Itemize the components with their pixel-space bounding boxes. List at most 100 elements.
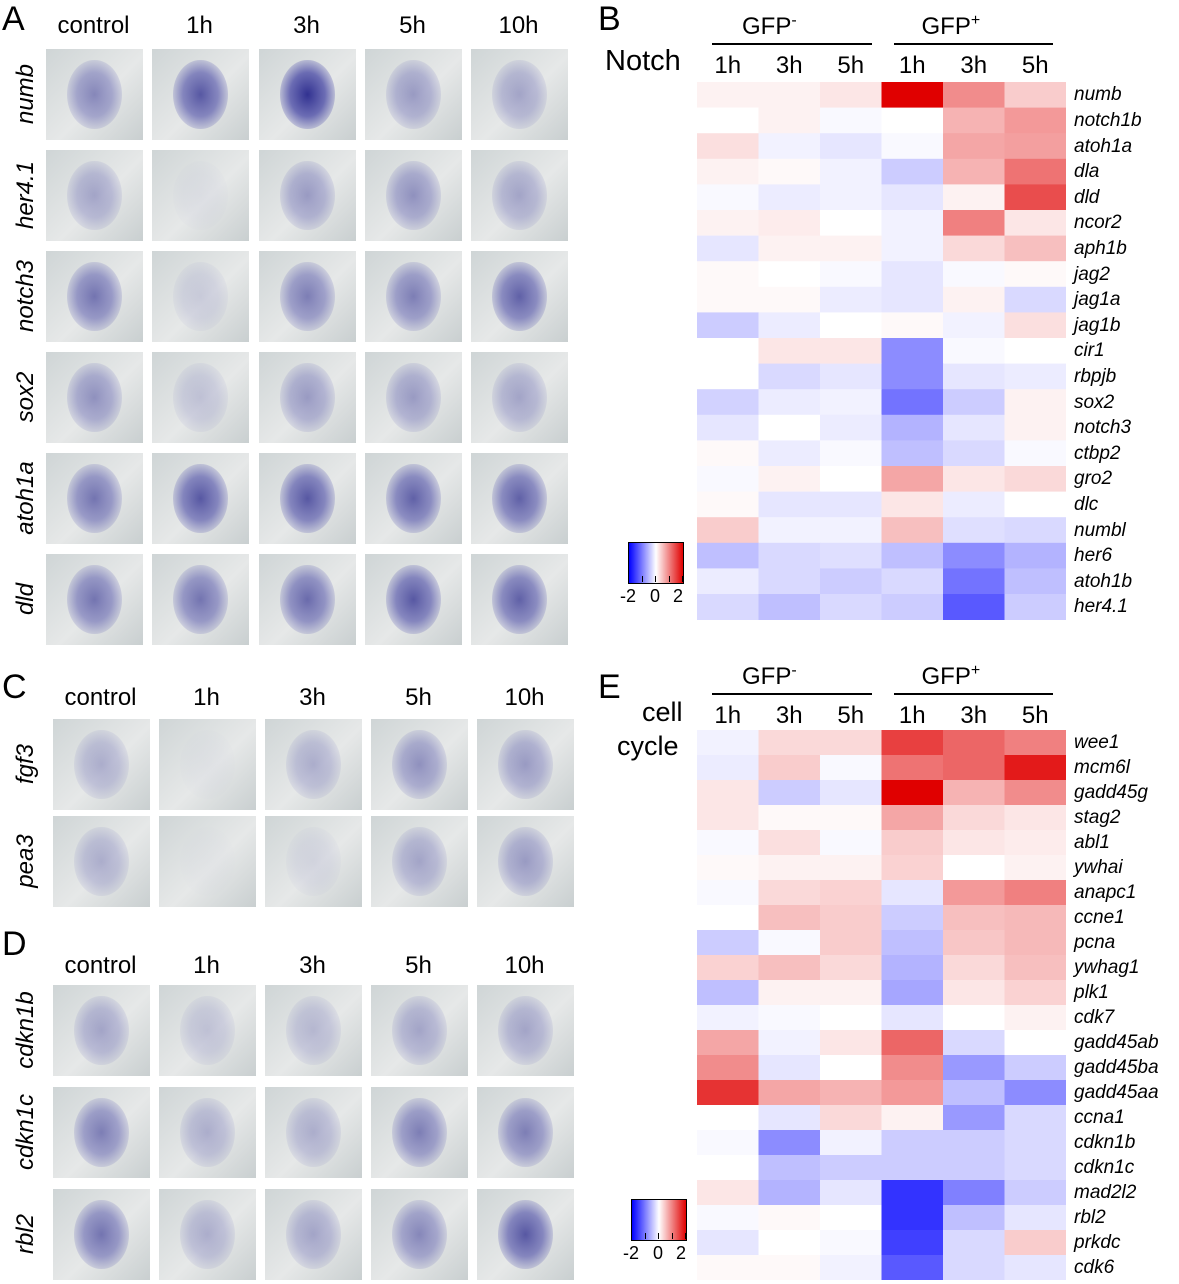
heatmap-cell	[1004, 286, 1066, 313]
row-title: cell	[642, 697, 683, 727]
heatmap-cell	[697, 363, 759, 390]
column-header-a: 10h	[498, 12, 539, 39]
heatmap-cell	[758, 955, 821, 981]
gene-label: cdk6	[1074, 1257, 1115, 1278]
heatmap-cell	[1004, 312, 1066, 339]
legend-tick	[685, 1233, 686, 1239]
heatmap-cell	[943, 955, 1005, 981]
heatmap-cell	[943, 1180, 1005, 1206]
gene-label: ctbp2	[1074, 442, 1121, 464]
gene-label: cir1	[1074, 340, 1105, 362]
heatmap-cell	[881, 930, 944, 956]
column-header-a: 1h	[186, 12, 213, 39]
heatmap-cell	[820, 1255, 882, 1280]
heatmap-cell	[881, 855, 944, 881]
stain-region	[180, 995, 235, 1066]
heatmap-cell	[758, 1105, 821, 1131]
gene-label: gadd45aa	[1074, 1082, 1159, 1103]
heatmap-cell	[758, 568, 821, 595]
gene-label: pcna	[1074, 932, 1116, 953]
stain-region	[392, 1097, 447, 1168]
gene-label: numb	[1074, 84, 1122, 106]
group-bar	[893, 43, 1053, 45]
heatmap-cell	[881, 594, 944, 620]
heatmap-cell	[697, 261, 759, 288]
heatmap-cell	[697, 517, 759, 544]
heatmap-cell	[881, 1205, 944, 1231]
heatmap-cell	[697, 286, 759, 313]
time-header: 1h	[898, 52, 926, 79]
gene-label: mcm6l	[1074, 757, 1130, 778]
heatmap-cell	[881, 805, 944, 831]
heatmap-cell	[1004, 1005, 1066, 1031]
stain-region	[492, 463, 547, 534]
in-situ-image	[364, 250, 463, 343]
heatmap-cell	[881, 1180, 944, 1206]
heatmap-cell	[881, 1030, 944, 1056]
heatmap-cell	[943, 1005, 1005, 1031]
heatmap-cell	[758, 905, 821, 931]
heatmap-cell	[758, 880, 821, 906]
heatmap-cell	[881, 568, 944, 595]
in-situ-image	[158, 718, 257, 811]
group-bar	[712, 693, 872, 695]
heatmap-cell	[881, 389, 944, 416]
stain-region	[286, 995, 341, 1066]
superscript: +	[970, 662, 981, 679]
heatmap-cell	[697, 730, 759, 756]
heatmap-cell	[758, 414, 821, 441]
heatmap-cell	[820, 440, 882, 467]
heatmap-cell	[943, 780, 1005, 806]
gene-label: ccna1	[1074, 1107, 1125, 1128]
heatmap-cell	[697, 1055, 759, 1081]
in-situ-image	[470, 48, 569, 141]
heatmap-cell	[1004, 542, 1066, 569]
heatmap-cell	[758, 780, 821, 806]
heatmap-cell	[820, 1105, 882, 1131]
gene-label: gadd45ab	[1074, 1032, 1159, 1053]
heatmap-cell	[820, 491, 882, 518]
in-situ-image	[151, 250, 250, 343]
gene-row-label: pea3	[12, 833, 39, 888]
heatmap-cell	[697, 855, 759, 881]
gene-label: plk1	[1074, 982, 1109, 1003]
heatmap-cell	[758, 158, 821, 185]
heatmap-cell	[697, 107, 759, 134]
legend-min: -2	[620, 586, 637, 606]
in-situ-image	[45, 250, 144, 343]
in-situ-image	[45, 452, 144, 545]
heatmap-cell	[697, 930, 759, 956]
heatmap-cell	[881, 414, 944, 441]
in-situ-image	[52, 815, 151, 908]
gene-label: wee1	[1074, 732, 1120, 753]
heatmap-cell	[1004, 82, 1066, 109]
heatmap-cell	[881, 1080, 944, 1106]
stain-region	[286, 729, 341, 800]
heatmap-cell	[758, 1080, 821, 1106]
heatmap-cell	[943, 107, 1005, 134]
in-situ-image	[470, 351, 569, 444]
heatmap-cell	[758, 389, 821, 416]
gene-row-label: dld	[12, 582, 39, 615]
heatmap-cell	[881, 980, 944, 1006]
heatmap-cell	[697, 905, 759, 931]
group-header-gfp-pos: GFP+	[921, 12, 981, 40]
stain-region	[386, 59, 441, 130]
stain-region	[492, 59, 547, 130]
heatmap-cell	[758, 312, 821, 339]
column-header-d: 10h	[504, 952, 545, 979]
heatmap-cell	[881, 1130, 944, 1156]
heatmap-cell	[820, 389, 882, 416]
heatmap-cell	[1004, 235, 1066, 262]
gene-label: cdk7	[1074, 1007, 1115, 1028]
gene-label: notch3	[1074, 417, 1132, 439]
heatmap-cell	[697, 312, 759, 339]
heatmap-cell	[820, 1155, 882, 1181]
heatmap-cell	[697, 542, 759, 569]
gene-row-label: sox2	[12, 371, 39, 422]
in-situ-image	[364, 48, 463, 141]
stain-region	[173, 362, 228, 433]
legend-tick	[628, 576, 629, 582]
heatmap-cell	[881, 1230, 944, 1256]
heatmap-cell	[1004, 1055, 1066, 1081]
